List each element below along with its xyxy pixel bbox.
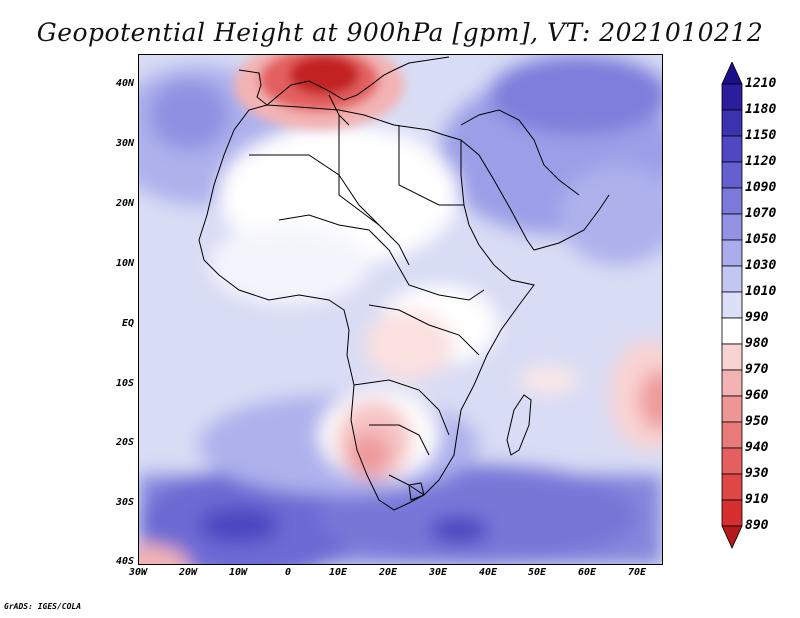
lon-label: 60E bbox=[577, 567, 597, 578]
colorbar-level-label: 990 bbox=[745, 310, 769, 325]
colorbar-level-label: 890 bbox=[745, 518, 769, 533]
colorbar-level-label: 1030 bbox=[745, 258, 777, 273]
lat-label: 10S bbox=[115, 378, 134, 389]
colorbar-box bbox=[721, 291, 743, 319]
lat-label: 30N bbox=[115, 138, 134, 149]
colorbar-box bbox=[721, 317, 743, 345]
colorbar-level-label: 980 bbox=[745, 336, 769, 351]
coastlines bbox=[198, 56, 610, 511]
colorbar-box bbox=[721, 161, 743, 189]
colorbar-level-label: 1150 bbox=[745, 128, 777, 143]
colorbar-bottom-arrow bbox=[721, 525, 743, 549]
colorbar-level-label: 1120 bbox=[745, 154, 777, 169]
colorbar-box bbox=[721, 213, 743, 241]
colorbar-box bbox=[721, 369, 743, 397]
colorbar-level-label: 910 bbox=[745, 492, 769, 507]
colorbar bbox=[721, 62, 743, 549]
lon-label: 40E bbox=[478, 567, 498, 578]
colorbar-level-label: 930 bbox=[745, 466, 769, 481]
colorbar-box bbox=[721, 421, 743, 449]
colorbar-box bbox=[721, 135, 743, 163]
colorbar-level-label: 1010 bbox=[745, 284, 777, 299]
colorbar-level-label: 970 bbox=[745, 362, 769, 377]
colorbar-box bbox=[721, 83, 743, 111]
lon-label: 50E bbox=[527, 567, 547, 578]
colorbar-box bbox=[721, 473, 743, 501]
colorbar-top-arrow bbox=[721, 62, 743, 85]
lat-label: 40S bbox=[115, 556, 134, 567]
colorbar-level-label: 1210 bbox=[745, 76, 777, 91]
colorbar-box bbox=[721, 499, 743, 527]
lon-label: 70E bbox=[627, 567, 647, 578]
colorbar-level-label: 960 bbox=[745, 388, 769, 403]
lon-label: 30E bbox=[428, 567, 448, 578]
map-title: Geopotential Height at 900hPa [gpm], VT:… bbox=[36, 18, 764, 47]
colorbar-box bbox=[721, 187, 743, 215]
footer-credit: GrADS: IGES/COLA bbox=[4, 602, 82, 611]
lat-label: 30S bbox=[115, 497, 134, 508]
lon-label: 10W bbox=[228, 567, 248, 578]
colorbar-level-label: 940 bbox=[745, 440, 769, 455]
lon-label: 0 bbox=[284, 567, 292, 578]
lat-label: 20N bbox=[115, 198, 134, 209]
colorbar-level-label: 950 bbox=[745, 414, 769, 429]
lat-label: EQ bbox=[121, 318, 134, 329]
colorbar-box bbox=[721, 343, 743, 371]
colorbar-box bbox=[721, 239, 743, 267]
lat-label: 40N bbox=[115, 78, 134, 89]
colorbar-box bbox=[721, 447, 743, 475]
lat-label: 20S bbox=[115, 437, 134, 448]
lon-label: 20E bbox=[378, 567, 398, 578]
lon-label: 20W bbox=[178, 567, 198, 578]
lon-label: 10E bbox=[328, 567, 348, 578]
colorbar-box bbox=[721, 109, 743, 137]
colorbar-level-label: 1070 bbox=[745, 206, 777, 221]
colorbar-box bbox=[721, 265, 743, 293]
colorbar-level-label: 1180 bbox=[745, 102, 777, 117]
colorbar-level-label: 1090 bbox=[745, 180, 777, 195]
colorbar-box bbox=[721, 395, 743, 423]
colorbar-level-label: 1050 bbox=[745, 232, 777, 247]
lat-label: 10N bbox=[115, 258, 134, 269]
map-canvas bbox=[139, 55, 662, 564]
map-plot-area bbox=[138, 54, 663, 565]
lon-label: 30W bbox=[128, 567, 148, 578]
